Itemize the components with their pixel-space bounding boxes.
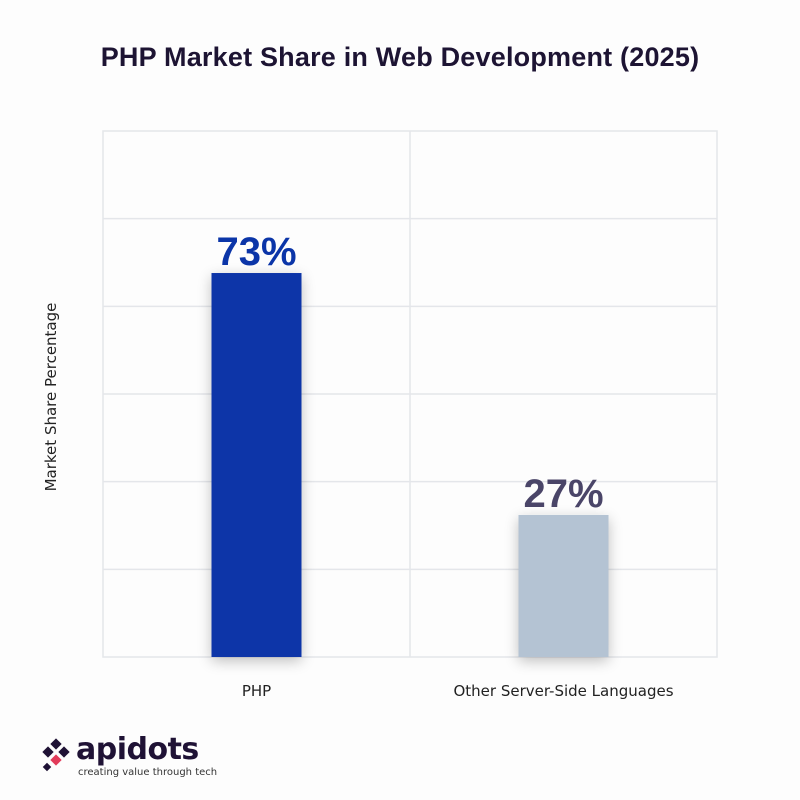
bars <box>211 273 609 657</box>
chart-title: PHP Market Share in Web Development (202… <box>100 42 700 72</box>
labels: 73% PHP 27% Other Server-Side Languages <box>216 230 673 700</box>
brand-name: apidots <box>76 732 199 767</box>
grid <box>102 130 718 658</box>
y-axis-label: Market Share Percentage <box>42 303 60 492</box>
brand-tagline: creating value through tech <box>78 767 218 778</box>
category-tick-label: Other Server-Side Languages <box>453 682 673 700</box>
apidots-logo-icon <box>42 738 70 772</box>
bar-other-server-side-languages <box>518 514 609 657</box>
brand-logo: apidots creating value through tech <box>40 732 217 784</box>
category-tick-label: PHP <box>242 682 271 700</box>
bar-php <box>211 273 302 657</box>
data-label: 27% <box>523 472 603 516</box>
data-label: 73% <box>216 230 296 274</box>
